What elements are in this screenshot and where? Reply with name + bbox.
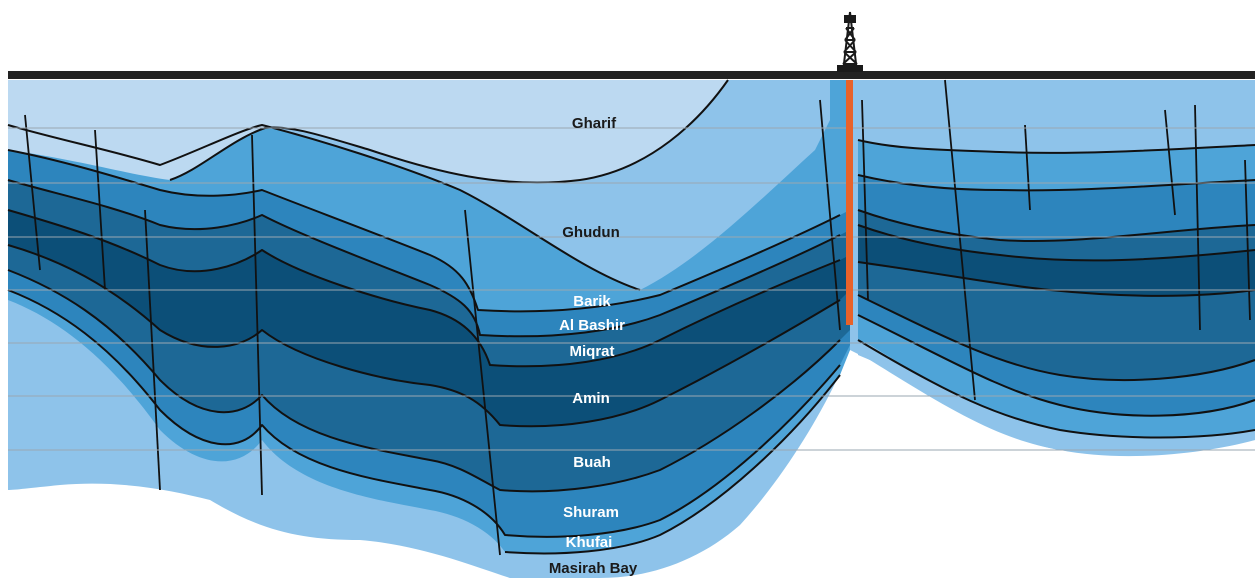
label-miqrat: Miqrat [570,343,615,360]
band-gharif [8,80,728,183]
label-barik: Barik [573,293,611,310]
ground-surface-line [8,71,1255,79]
fault-lines [24,79,1251,556]
label-masirah-bay: Masirah Bay [549,560,638,577]
label-shuram: Shuram [563,504,619,521]
label-al-bashir: Al Bashir [559,317,625,334]
label-amin: Amin [572,390,610,407]
label-ghudun: Ghudun [562,224,619,241]
label-buah: Buah [573,454,611,471]
label-gharif: Gharif [572,115,617,132]
label-khufai: Khufai [566,534,613,551]
reference-grid [8,127,1255,451]
wellbore [846,80,853,325]
oil-derrick-icon [837,11,863,73]
horizon-lines [7,79,1255,555]
